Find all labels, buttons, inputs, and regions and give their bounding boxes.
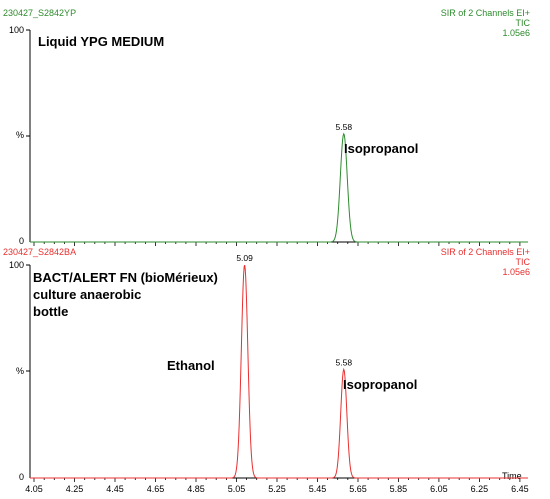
bottom-header-left: 230427_S2842BA [3,247,76,257]
bottom-trace-line [30,264,528,479]
bottom-header-right-line3: 1.05e6 [502,267,530,277]
x-tick-label: 6.25 [471,484,489,494]
x-tick-label: 5.65 [349,484,367,494]
x-tick-label: 4.85 [187,484,205,494]
bottom-chart-title-line1: BACT/ALERT FN (bioMérieux) [33,270,218,285]
x-tick-label: 4.65 [147,484,165,494]
top-peak-label-5-58: 5.58 [336,122,353,132]
x-tick-label: 6.45 [511,484,529,494]
x-tick-label: 5.85 [390,484,408,494]
bottom-chart-title-line2: culture anaerobic [33,287,141,302]
bottom-peak-label-5-09: 5.09 [236,253,253,263]
top-header-left: 230427_S2842YP [3,8,76,18]
x-tick-label: 4.25 [66,484,84,494]
bottom-y-tick-100: 100 [9,260,24,270]
top-header-right-line1: SIR of 2 Channels EI+ [441,8,530,18]
top-x-minor-ticks [33,242,521,246]
bottom-chart-title-line3: bottle [33,304,68,319]
top-panel: 230427_S2842YP SIR of 2 Channels EI+ TIC… [3,8,530,246]
x-tick-label: 4.05 [25,484,43,494]
bottom-x-minor-ticks [33,478,521,482]
top-y-tick-100: 100 [9,25,24,35]
bottom-panel: 230427_S2842BA SIR of 2 Channels EI+ TIC… [3,247,530,494]
x-tick-label: 6.05 [430,484,448,494]
x-tick-label: 5.45 [309,484,327,494]
bottom-peak-label-5-58: 5.58 [336,357,353,367]
bottom-x-axis-label: Time [502,471,522,481]
x-tick-label: 5.25 [268,484,286,494]
top-chart-title: Liquid YPG MEDIUM [38,34,164,49]
bottom-x-tick-labels: 4.05 4.25 4.45 4.65 4.85 5.05 5.25 5.45 5.65 5.85… [25,484,528,494]
bottom-y-tick-percent: % [16,366,24,376]
x-tick-label: 5.05 [228,484,246,494]
bottom-peak-annotation-ethanol: Ethanol [167,358,215,373]
top-peak-annotation-isopropanol: Isopropanol [344,141,418,156]
bottom-header-right-line1: SIR of 2 Channels EI+ [441,247,530,257]
top-header-right-line3: 1.05e6 [502,28,530,38]
top-trace-line [30,132,528,243]
x-tick-label: 4.45 [106,484,124,494]
bottom-peak-annotation-isopropanol: Isopropanol [343,377,417,392]
top-header-right-line2: TIC [516,18,531,28]
bottom-header-right-line2: TIC [516,257,531,267]
top-y-tick-0: 0 [19,236,24,246]
top-y-tick-percent: % [16,130,24,140]
bottom-y-tick-0: 0 [19,472,24,482]
